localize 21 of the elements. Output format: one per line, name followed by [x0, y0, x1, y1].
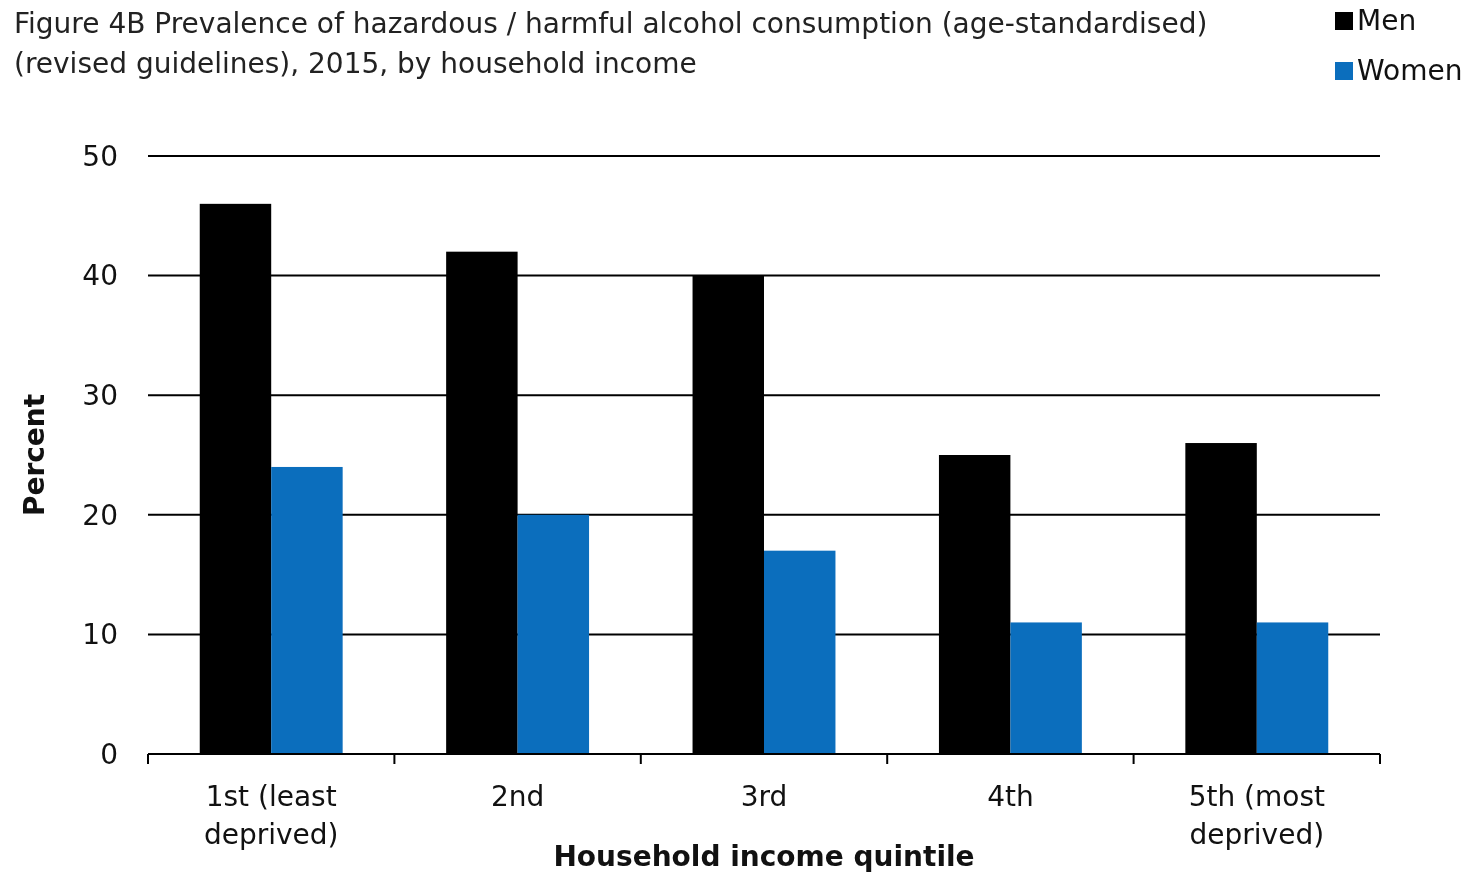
y-tick-label: 10 — [82, 618, 118, 652]
legend-label: Women — [1357, 54, 1463, 87]
x-tick-label: 3rd — [740, 780, 788, 813]
y-tick-label: 0 — [100, 737, 118, 771]
bar — [271, 466, 343, 754]
bar — [517, 514, 590, 754]
y-tick-label: 50 — [82, 139, 118, 173]
y-axis-title: Percent — [18, 393, 51, 517]
legend-label: Men — [1357, 4, 1417, 37]
x-tick-label: 4th — [987, 780, 1034, 813]
x-axis-title: Household income quintile — [553, 840, 975, 873]
bar — [1256, 622, 1329, 754]
x-tick-label: 5th (most deprived) — [1188, 780, 1325, 851]
bar — [764, 550, 836, 754]
x-tick-label: 1st (least deprived) — [203, 780, 339, 851]
y-tick-label: 20 — [82, 498, 118, 532]
bar — [1010, 622, 1082, 754]
y-tick-label: 30 — [82, 379, 118, 412]
y-tick-label: 40 — [82, 259, 118, 293]
chart-title: Figure 4B Prevalence of hazardous / harmful alcohol consumption (age-standardised) (revised guidelines), 2015, by household income — [14, 7, 1208, 80]
x-tick-label: 2nd — [490, 780, 545, 813]
